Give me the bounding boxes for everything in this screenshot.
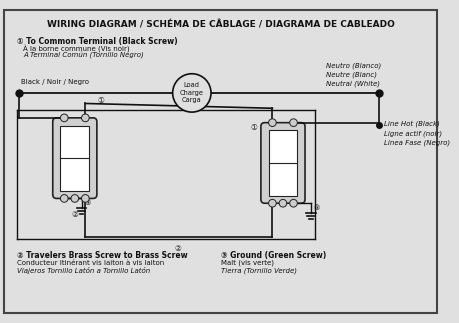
Circle shape [289, 199, 297, 207]
Text: Malt (vis verte): Malt (vis verte) [220, 260, 273, 266]
Circle shape [279, 199, 286, 207]
FancyBboxPatch shape [4, 10, 437, 313]
Circle shape [268, 199, 276, 207]
Text: À la borne commune (Vis noir): À la borne commune (Vis noir) [23, 45, 129, 53]
Circle shape [71, 194, 78, 202]
FancyBboxPatch shape [60, 126, 89, 191]
Text: ② Travelers Brass Screw to Brass Screw: ② Travelers Brass Screw to Brass Screw [17, 251, 187, 260]
Circle shape [81, 114, 89, 122]
Text: ③: ③ [313, 205, 319, 211]
Circle shape [81, 194, 89, 202]
Circle shape [172, 74, 211, 112]
Text: Load
Charge
Carga: Load Charge Carga [179, 82, 203, 103]
Text: Black / Noir / Negro: Black / Noir / Negro [21, 79, 89, 85]
Text: A Terminal Común (Tornillo Negro): A Terminal Común (Tornillo Negro) [23, 52, 144, 59]
Text: Tierra (Tornillo Verde): Tierra (Tornillo Verde) [220, 267, 296, 274]
Text: Line Hot (Black)
Ligne actif (noir)
Linea Fase (Negro): Line Hot (Black) Ligne actif (noir) Line… [383, 121, 449, 145]
FancyBboxPatch shape [260, 123, 304, 203]
FancyBboxPatch shape [268, 130, 297, 195]
Text: ②: ② [174, 245, 180, 254]
Circle shape [60, 114, 68, 122]
Circle shape [60, 194, 68, 202]
Text: ③: ③ [84, 200, 90, 206]
FancyBboxPatch shape [53, 118, 97, 198]
Text: Neutro (Blanco)
Neutre (Blanc)
Neutral (White): Neutro (Blanco) Neutre (Blanc) Neutral (… [325, 62, 381, 87]
Text: ③ Ground (Green Screw): ③ Ground (Green Screw) [220, 251, 325, 260]
Text: ①: ① [250, 123, 257, 132]
Text: ① To Common Terminal (Black Screw): ① To Common Terminal (Black Screw) [17, 37, 178, 46]
Text: Conducteur Itinérant vis laiton à vis laiton: Conducteur Itinérant vis laiton à vis la… [17, 260, 164, 266]
Text: Viajeros Tornillo Latón a Tornillo Latón: Viajeros Tornillo Latón a Tornillo Latón [17, 267, 150, 275]
Text: ②: ② [71, 210, 78, 219]
Text: ①: ① [97, 96, 104, 105]
Circle shape [268, 119, 276, 127]
Text: WIRING DIAGRAM / SCHÉMA DE CÂBLAGE / DIAGRAMA DE CABLEADO: WIRING DIAGRAM / SCHÉMA DE CÂBLAGE / DIA… [46, 20, 394, 29]
Circle shape [289, 119, 297, 127]
